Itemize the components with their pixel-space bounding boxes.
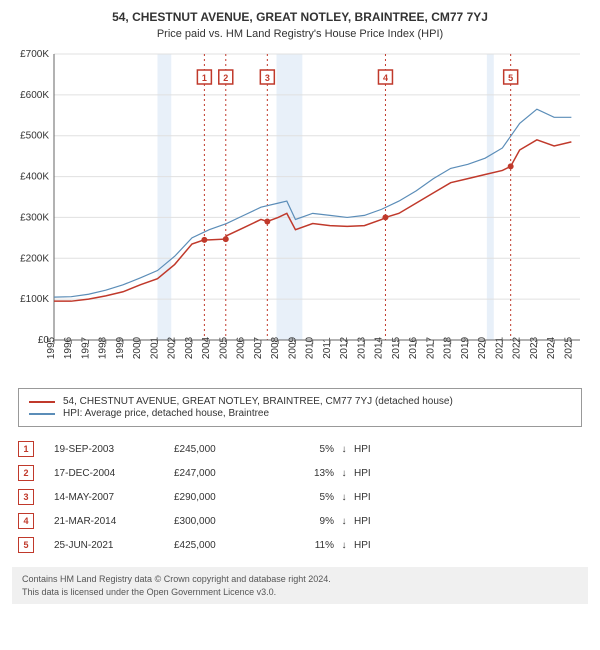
svg-text:£400K: £400K bbox=[20, 172, 49, 183]
event-tag: HPI bbox=[354, 540, 394, 551]
legend-item: 54, CHESTNUT AVENUE, GREAT NOTLEY, BRAIN… bbox=[29, 396, 571, 407]
event-date: 25-JUN-2021 bbox=[54, 540, 174, 551]
arrow-down-icon: ↓ bbox=[334, 540, 354, 551]
page-subtitle: Price paid vs. HM Land Registry's House … bbox=[10, 28, 590, 40]
arrow-down-icon: ↓ bbox=[334, 492, 354, 503]
event-delta: 11% bbox=[274, 540, 334, 551]
legend-label: HPI: Average price, detached house, Brai… bbox=[63, 408, 269, 419]
event-number-box: 1 bbox=[18, 441, 34, 457]
legend-swatch bbox=[29, 413, 55, 415]
event-price: £247,000 bbox=[174, 468, 274, 479]
event-price: £245,000 bbox=[174, 444, 274, 455]
event-date: 19-SEP-2003 bbox=[54, 444, 174, 455]
event-row: 3 14-MAY-2007£290,0005%↓HPI bbox=[18, 485, 582, 509]
event-number-box: 3 bbox=[18, 489, 34, 505]
chart-svg: £0£100K£200K£300K£400K£500K£600K£700K123… bbox=[10, 48, 590, 378]
footer-attribution: Contains HM Land Registry data © Crown c… bbox=[12, 567, 588, 604]
legend: 54, CHESTNUT AVENUE, GREAT NOTLEY, BRAIN… bbox=[18, 388, 582, 427]
event-delta: 5% bbox=[274, 492, 334, 503]
event-delta: 9% bbox=[274, 516, 334, 527]
event-table: 119-SEP-2003£245,0005%↓HPI217-DEC-2004£2… bbox=[18, 437, 582, 557]
event-number-box: 2 bbox=[18, 465, 34, 481]
svg-text:2: 2 bbox=[223, 73, 228, 83]
page-title: 54, CHESTNUT AVENUE, GREAT NOTLEY, BRAIN… bbox=[10, 10, 590, 24]
event-price: £290,000 bbox=[174, 492, 274, 503]
event-date: 17-DEC-2004 bbox=[54, 468, 174, 479]
svg-text:£300K: £300K bbox=[20, 212, 49, 223]
event-tag: HPI bbox=[354, 516, 394, 527]
event-row: 1 19-SEP-2003£245,0005%↓HPI bbox=[18, 437, 582, 461]
event-tag: HPI bbox=[354, 492, 394, 503]
legend-item: HPI: Average price, detached house, Brai… bbox=[29, 408, 571, 419]
svg-text:£500K: £500K bbox=[20, 131, 49, 142]
arrow-down-icon: ↓ bbox=[334, 468, 354, 479]
event-row: 2 17-DEC-2004£247,00013%↓HPI bbox=[18, 461, 582, 485]
price-chart: £0£100K£200K£300K£400K£500K£600K£700K123… bbox=[10, 48, 590, 378]
legend-swatch bbox=[29, 401, 55, 403]
event-price: £300,000 bbox=[174, 516, 274, 527]
svg-text:£100K: £100K bbox=[20, 294, 49, 305]
arrow-down-icon: ↓ bbox=[334, 444, 354, 455]
event-number-box: 5 bbox=[18, 537, 34, 553]
event-date: 21-MAR-2014 bbox=[54, 516, 174, 527]
event-tag: HPI bbox=[354, 444, 394, 455]
event-delta: 13% bbox=[274, 468, 334, 479]
event-delta: 5% bbox=[274, 444, 334, 455]
event-row: 4 21-MAR-2014£300,0009%↓HPI bbox=[18, 509, 582, 533]
event-price: £425,000 bbox=[174, 540, 274, 551]
event-tag: HPI bbox=[354, 468, 394, 479]
svg-text:3: 3 bbox=[265, 73, 270, 83]
svg-text:£700K: £700K bbox=[20, 49, 49, 60]
footer-line1: Contains HM Land Registry data © Crown c… bbox=[22, 573, 578, 586]
event-number-box: 4 bbox=[18, 513, 34, 529]
legend-label: 54, CHESTNUT AVENUE, GREAT NOTLEY, BRAIN… bbox=[63, 396, 453, 407]
svg-text:£200K: £200K bbox=[20, 253, 49, 264]
svg-text:1: 1 bbox=[202, 73, 207, 83]
svg-text:£600K: £600K bbox=[20, 90, 49, 101]
svg-text:5: 5 bbox=[508, 73, 513, 83]
svg-text:4: 4 bbox=[383, 73, 388, 83]
event-row: 5 25-JUN-2021£425,00011%↓HPI bbox=[18, 533, 582, 557]
arrow-down-icon: ↓ bbox=[334, 516, 354, 527]
footer-line2: This data is licensed under the Open Gov… bbox=[22, 586, 578, 599]
event-date: 14-MAY-2007 bbox=[54, 492, 174, 503]
